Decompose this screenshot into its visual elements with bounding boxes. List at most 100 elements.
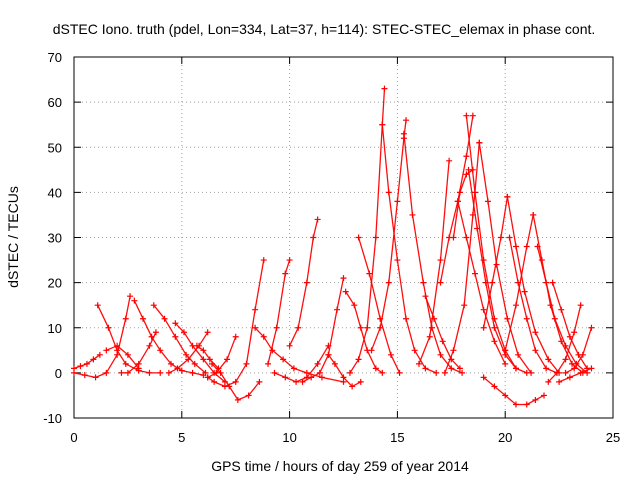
data-point [273,324,280,331]
data-point [232,333,239,340]
data-point [411,347,418,354]
data-point [512,302,519,309]
series-trace [564,327,593,374]
data-point [528,369,535,376]
data-point [415,360,422,367]
data-point [280,356,287,363]
data-point [193,342,200,349]
data-point [308,374,315,381]
data-series [103,342,142,372]
series-trace [536,245,588,374]
data-point [83,360,90,367]
data-point [502,360,509,367]
data-point [506,234,513,241]
data-point [439,338,446,345]
data-point [114,342,121,349]
data-point [282,270,289,277]
data-point [234,396,241,403]
data-point [558,306,565,313]
data-point [77,363,84,370]
data-series [204,257,267,390]
x-tick-label: 15 [390,430,404,445]
data-point [463,234,470,241]
y-axis-label: dSTEC / TECUs [5,186,21,288]
series-trace [105,345,140,370]
data-point [118,369,125,376]
data-point [512,401,519,408]
data-point [265,360,272,367]
data-point [469,211,476,218]
data-point [314,360,321,367]
data-point [148,333,155,340]
data-point [135,360,142,367]
data-point [349,383,356,390]
grid-layer [74,57,613,418]
x-axis-label: GPS time / hours of day 259 of year 2014 [211,458,469,474]
data-point [523,401,530,408]
y-tick-label: 60 [48,95,62,110]
data-series [265,257,293,367]
data-point [403,315,410,322]
data-point [303,279,310,286]
data-point [441,369,448,376]
data-point [204,374,211,381]
data-point [437,351,444,358]
data-point [577,369,584,376]
data-point [146,369,153,376]
data-point [562,369,569,376]
data-series [368,117,410,354]
data-point [124,369,131,376]
data-point [208,360,215,367]
data-point [260,333,267,340]
data-point [314,216,321,223]
series-trace [508,236,558,374]
data-point [474,225,481,232]
chart-title: dSTEC Iono. truth (pdel, Lon=334, Lat=37… [53,21,596,37]
data-point [556,378,563,385]
data-point [146,342,153,349]
data-point [502,347,509,354]
data-series [71,293,134,381]
data-point [191,360,198,367]
series-trace [207,336,237,379]
data-point [316,369,323,376]
data-point [480,306,487,313]
data-series [549,279,591,372]
data-point [387,351,394,358]
data-point [157,347,164,354]
data-point [127,293,134,300]
data-point [318,374,325,381]
data-point [454,198,461,205]
data-point [459,369,466,376]
data-point [252,324,259,331]
data-point [293,378,300,385]
data-point [94,302,101,309]
data-point [502,392,509,399]
data-point [448,365,455,372]
data-point [92,374,99,381]
series-trace [211,363,261,401]
data-point [532,396,539,403]
data-point [152,329,159,336]
data-point [541,392,548,399]
data-series [165,329,211,376]
x-tick-label: 5 [178,430,185,445]
y-tick-label: 10 [48,321,62,336]
data-series [150,302,209,376]
data-point [422,293,429,300]
data-point [90,356,97,363]
series-trace [558,367,593,383]
data-series [131,297,207,379]
data-point [342,288,349,295]
data-point [394,198,401,205]
data-point [472,270,479,277]
data-point [252,306,259,313]
data-point [422,365,429,372]
data-point [377,324,384,331]
data-point [346,369,353,376]
data-point [150,302,157,309]
data-point [553,369,560,376]
data-point [355,234,362,241]
data-point [504,315,511,322]
